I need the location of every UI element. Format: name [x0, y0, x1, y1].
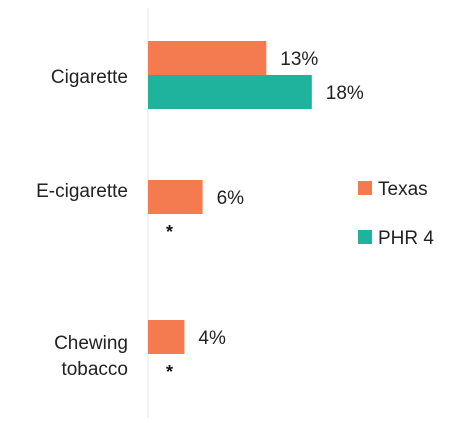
legend-label: Texas — [378, 179, 428, 200]
value-label: 13% — [280, 49, 318, 70]
value-label: 18% — [326, 83, 364, 104]
category-label: Chewing — [54, 333, 128, 354]
category-label: Cigarette — [51, 67, 128, 88]
legend-swatch-phr-4 — [358, 230, 372, 244]
legend-swatch-texas — [358, 181, 372, 195]
bar-cigarette-texas — [148, 41, 267, 75]
value-label: 4% — [198, 328, 226, 349]
category-label: tobacco — [61, 359, 128, 380]
bar-chewing-tobacco-texas — [148, 320, 185, 354]
bar-cigarette-phr-4 — [148, 75, 312, 109]
category-label: E-cigarette — [36, 181, 128, 202]
bars-group — [148, 41, 312, 354]
legend: Texas PHR 4 — [358, 179, 434, 249]
value-labels-group: 13% 18% 6% * 4% * — [166, 49, 364, 382]
category-labels-group: Cigarette E-cigarette Chewing tobacco — [36, 67, 128, 380]
suppressed-marker: * — [166, 362, 173, 382]
legend-label: PHR 4 — [378, 228, 434, 249]
value-label: 6% — [217, 188, 245, 209]
bar-e-cigarette-texas — [148, 180, 203, 214]
suppressed-marker: * — [166, 222, 173, 242]
